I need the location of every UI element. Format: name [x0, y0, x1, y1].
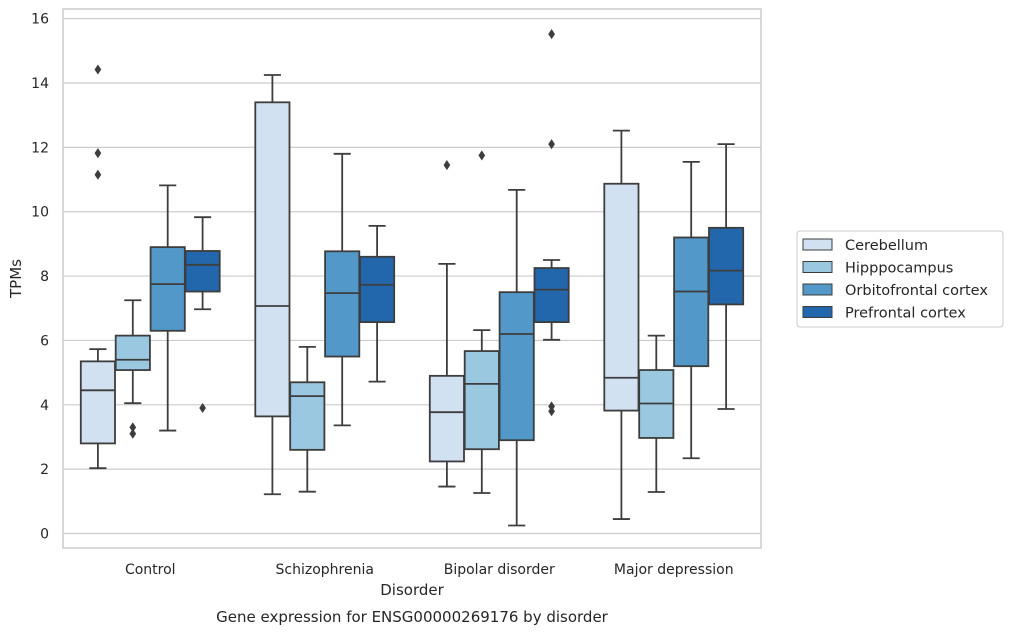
- box-plot: [603, 129, 640, 520]
- box: [149, 246, 186, 332]
- x-tick-labels: Control Schizophrenia Bipolar disorder Majo…: [125, 562, 734, 578]
- y-tick-label: 10: [31, 205, 49, 221]
- box: [463, 350, 500, 451]
- outlier-point: [199, 402, 206, 414]
- box-plot: [359, 224, 396, 383]
- y-tick-label: 8: [40, 269, 49, 285]
- y-tick-label: 14: [31, 76, 49, 92]
- box: [114, 334, 151, 371]
- box: [708, 226, 745, 306]
- legend-label: Prefrontal cortex: [845, 306, 966, 322]
- outlier-point: [129, 428, 137, 439]
- legend-frame: [796, 230, 1004, 328]
- outlier-point: [478, 150, 486, 161]
- outlier-point: [443, 160, 451, 171]
- box-plot: [638, 334, 675, 493]
- box-plot: [533, 29, 570, 417]
- legend-label: Orbitofrontal cortex: [845, 283, 988, 299]
- box-plot: [114, 299, 151, 439]
- legend-label: Hipppocampus: [845, 261, 953, 277]
- box: [359, 255, 396, 324]
- box-plots: [79, 29, 745, 527]
- y-tick-labels: 0 2 4 6 8 10 12 14 16: [31, 12, 49, 543]
- y-tick-label: 4: [40, 398, 49, 414]
- box: [184, 250, 221, 293]
- box: [79, 360, 116, 445]
- chart-title: Gene expression for ENSG00000269176 by d…: [216, 608, 609, 626]
- box: [428, 374, 465, 463]
- box-plot: [463, 150, 500, 494]
- box: [533, 267, 570, 324]
- box-plot: [708, 143, 745, 410]
- box: [324, 250, 361, 358]
- box-plot: [289, 345, 326, 493]
- y-tick-label: 6: [40, 333, 49, 349]
- outlier-point: [548, 139, 555, 150]
- box-plot: [324, 152, 361, 427]
- legend-swatch: [802, 283, 833, 296]
- x-tick-label: Bipolar disorder: [444, 562, 555, 578]
- box: [673, 236, 710, 368]
- outlier-point: [548, 406, 555, 417]
- x-axis-label: Disorder: [380, 581, 444, 599]
- x-tick-label: Major depression: [614, 562, 734, 578]
- plot-frame: [62, 8, 762, 549]
- box: [289, 381, 326, 451]
- x-tick-label: Control: [125, 562, 176, 578]
- box-plot: [673, 160, 710, 460]
- y-tick-label: 16: [31, 12, 49, 28]
- box-plot: [498, 188, 535, 527]
- box-plot: [149, 184, 186, 432]
- outlier-point: [548, 29, 555, 40]
- y-tick-label: 0: [40, 527, 49, 543]
- legend-label: Cerebellum: [845, 238, 928, 254]
- y-tick-label: 12: [31, 140, 49, 156]
- box: [254, 101, 291, 418]
- legend: Cerebellum Hipppocampus Orbitofrontal cort…: [796, 230, 1004, 328]
- legend-swatch: [802, 238, 833, 251]
- outlier-point: [94, 148, 102, 159]
- legend-swatch: [802, 306, 833, 318]
- outlier-point: [129, 422, 137, 433]
- box: [498, 291, 535, 442]
- box-plot: [79, 64, 116, 470]
- legend-swatch: [802, 261, 833, 273]
- box-plot: [428, 160, 465, 488]
- box-plot: [184, 216, 221, 414]
- outlier-point: [94, 169, 102, 180]
- y-axis-label: TPMs: [7, 259, 25, 299]
- y-tick-label: 2: [40, 462, 49, 478]
- x-tick-label: Schizophrenia: [276, 562, 374, 578]
- outlier-point: [94, 64, 102, 75]
- box-plot: [254, 74, 291, 496]
- box: [603, 182, 640, 412]
